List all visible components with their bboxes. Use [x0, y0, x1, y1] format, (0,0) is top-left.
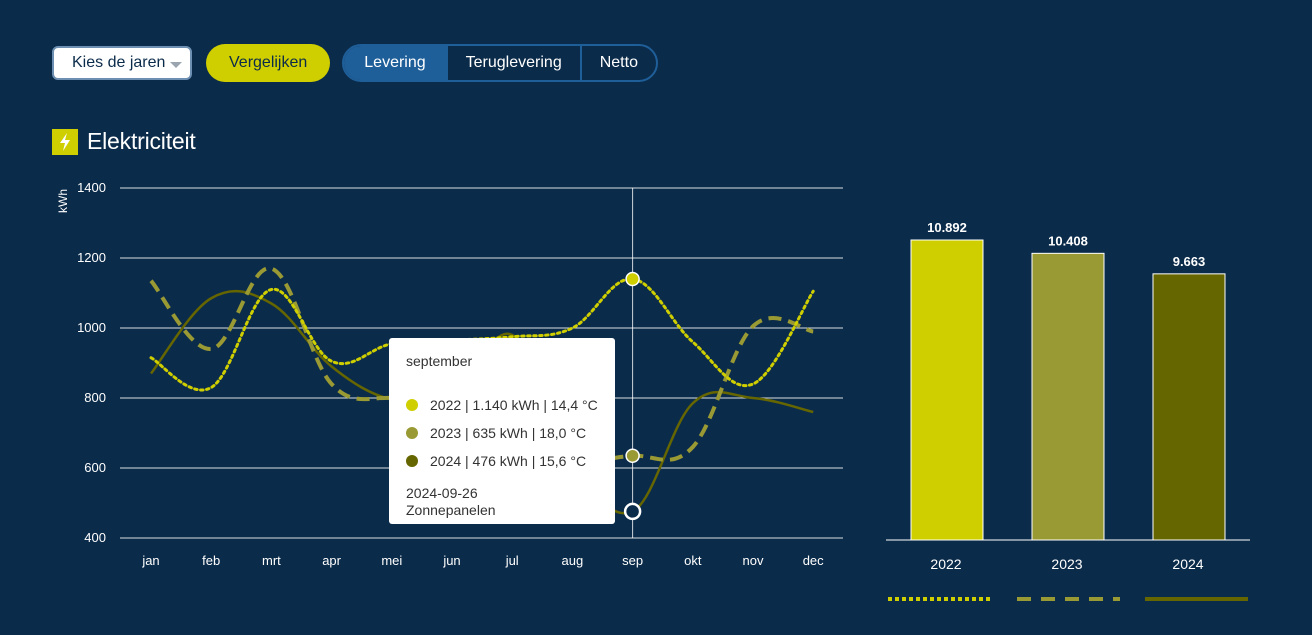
tooltip-row-2022: 2022 | 1.140 kWh | 14,4 °C [406, 391, 615, 419]
y-tick-label: 400 [84, 530, 106, 545]
x-tick-label: dec [803, 553, 824, 568]
tooltip-dot-2023 [406, 427, 418, 439]
x-tick-label: apr [322, 553, 341, 568]
tooltip-footer: 2024-09-26 Zonnepanelen [406, 485, 615, 519]
toolbar: Kies de jaren Vergelijken Levering Terug… [52, 44, 658, 82]
bar-category-label: 2022 [930, 556, 961, 572]
chart-tooltip: september 2022 | 1.140 kWh | 14,4 °C 202… [389, 338, 615, 524]
tooltip-row-2024: 2024 | 476 kWh | 15,6 °C [406, 447, 615, 475]
compare-button[interactable]: Vergelijken [206, 44, 331, 82]
bar-category-label: 2023 [1051, 556, 1082, 572]
section-title: Elektriciteit [87, 128, 196, 154]
y-tick-label: 600 [84, 460, 106, 475]
mode-tabs: Levering Teruglevering Netto [342, 44, 658, 82]
bar-value-label: 9.663 [1173, 254, 1206, 269]
bar-value-label: 10.408 [1048, 233, 1088, 248]
tab-teruglevering[interactable]: Teruglevering [445, 46, 580, 80]
x-tick-label: mrt [262, 553, 281, 568]
year-select[interactable]: Kies de jaren [52, 46, 192, 80]
tooltip-row-2023: 2023 | 635 kWh | 18,0 °C [406, 419, 615, 447]
hover-point-2022 [625, 271, 640, 287]
tooltip-value-2023: 2023 | 635 kWh | 18,0 °C [430, 425, 587, 441]
x-tick-label: aug [562, 553, 584, 568]
tooltip-note: Zonnepanelen [406, 502, 496, 518]
lightning-icon [52, 128, 78, 155]
tooltip-month: september [406, 353, 473, 369]
tooltip-value-2022: 2022 | 1.140 kWh | 14,4 °C [430, 397, 598, 413]
y-tick-label: 800 [84, 390, 106, 405]
series-line-2023 [149, 266, 814, 462]
bar-2022 [910, 239, 984, 541]
chevron-down-icon [170, 62, 182, 68]
x-tick-label: nov [743, 553, 764, 568]
x-tick-label: feb [202, 553, 220, 568]
bar-category-label: 2024 [1172, 556, 1203, 572]
y-tick-label: 1000 [77, 320, 106, 335]
x-tick-label: jan [141, 553, 159, 568]
bar-2024 [1152, 273, 1226, 541]
x-tick-label: sep [622, 553, 643, 568]
tab-levering[interactable]: Levering [344, 46, 446, 80]
section-heading: Elektriciteit [52, 128, 196, 155]
bar-value-label: 10.892 [927, 220, 967, 235]
tooltip-value-2024: 2024 | 476 kWh | 15,6 °C [430, 453, 587, 469]
y-tick-label: 1200 [77, 250, 106, 265]
x-tick-label: okt [684, 553, 702, 568]
year-select-label: Kies de jaren [72, 54, 166, 71]
hover-point-2023 [625, 448, 640, 463]
x-tick-label: jul [505, 553, 519, 568]
tooltip-dot-2024 [406, 455, 418, 467]
y-axis-label: kWh [56, 189, 70, 213]
hover-point-2024 [623, 502, 642, 521]
y-tick-label: 1400 [77, 180, 106, 195]
x-tick-label: jun [442, 553, 460, 568]
tooltip-dot-2022 [406, 399, 418, 411]
tooltip-date: 2024-09-26 [406, 485, 478, 501]
x-tick-label: mei [381, 553, 402, 568]
bar-2023 [1031, 252, 1105, 541]
tab-netto[interactable]: Netto [579, 46, 656, 80]
